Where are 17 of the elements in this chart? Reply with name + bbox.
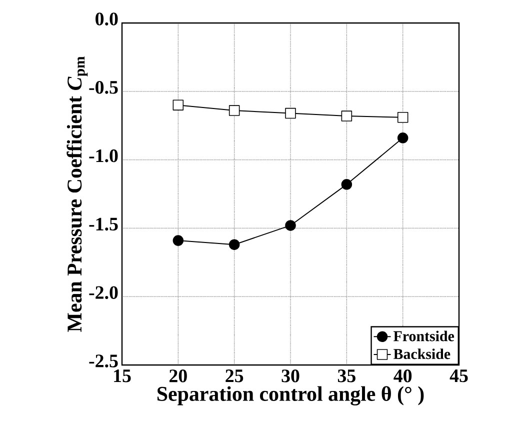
x-tick-label: 45 <box>450 370 468 382</box>
y-axis-title: Mean Pressure Coefficient C$_{pm}$ <box>66 56 88 332</box>
x-tick-label: 15 <box>114 370 131 382</box>
x-axis-title: Separation control angle θ (° ) <box>158 386 424 406</box>
x-tick-label: 20 <box>170 370 187 382</box>
x-tick-label: 40 <box>394 370 412 382</box>
y-tick-label: -2.0 <box>89 286 118 300</box>
x-tick-label: 35 <box>338 370 356 382</box>
y-tick-label: 0.0 <box>96 12 118 26</box>
x-tick-label: 25 <box>226 370 244 382</box>
x-tick-label: 30 <box>282 370 300 382</box>
y-tick-label: -0.5 <box>89 80 118 94</box>
y-tick-label: -2.5 <box>89 354 118 368</box>
legend-label: Backside <box>394 348 450 360</box>
legend-label: Frontside <box>394 330 454 342</box>
y-tick-label: -1.5 <box>89 218 118 231</box>
y-tick-label: -1.0 <box>89 149 118 162</box>
